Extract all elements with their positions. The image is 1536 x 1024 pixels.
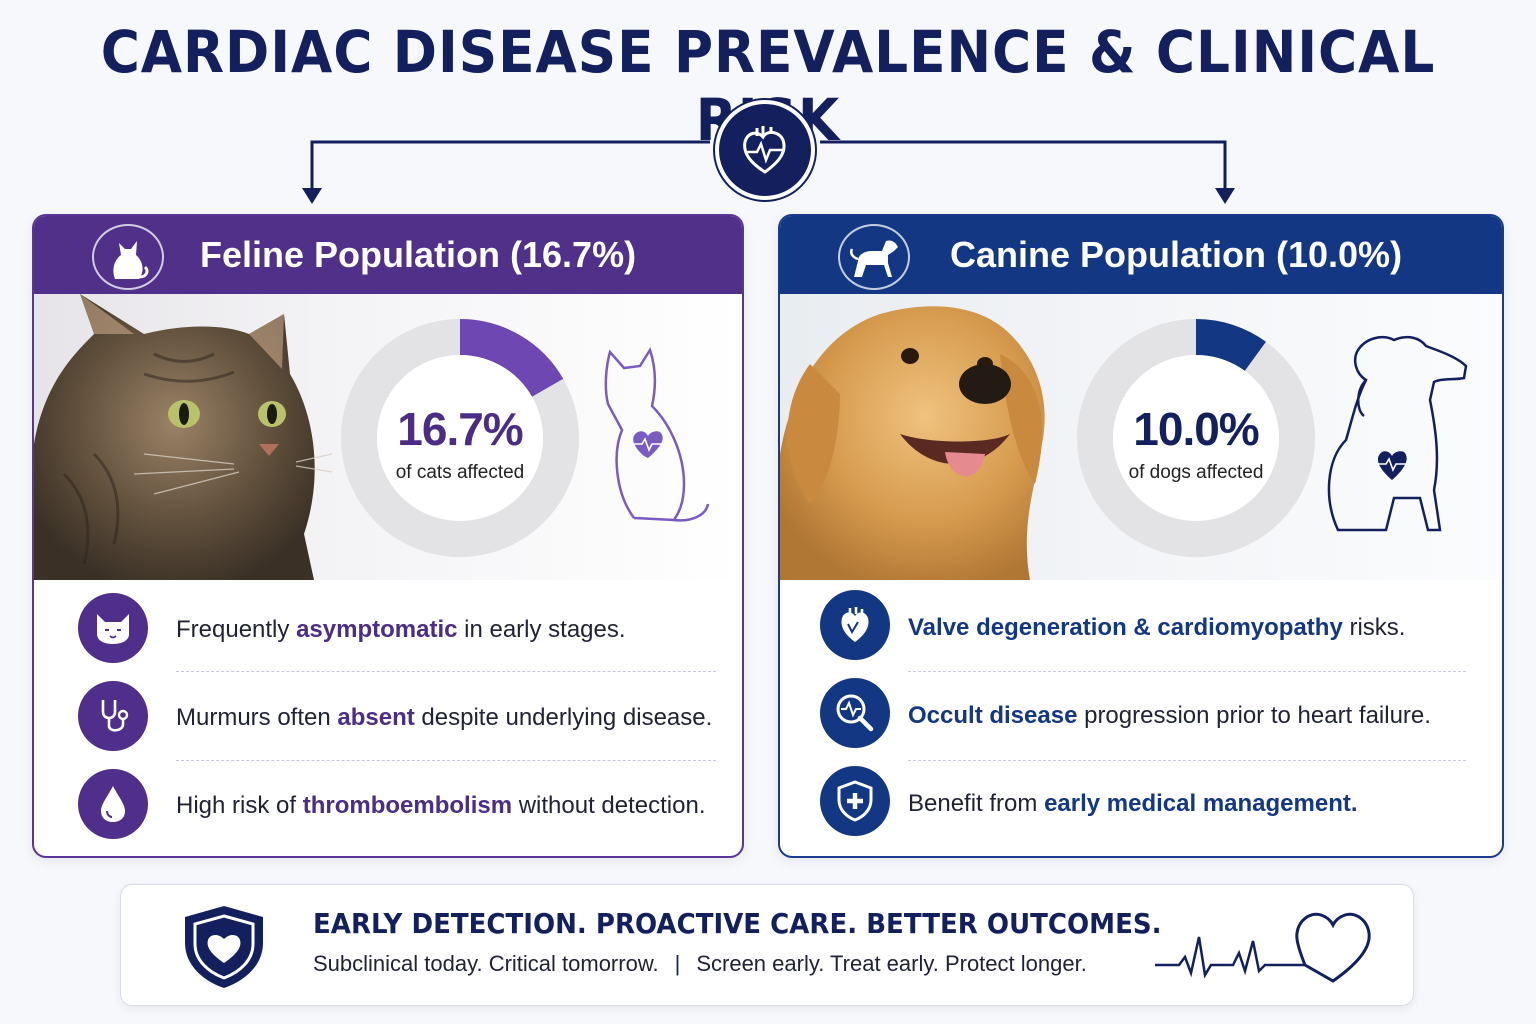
list-item: Frequently asymptomatic in early stages. [34,584,742,672]
page-title: CARDIAC DISEASE PREVALENCE & CLINICAL RI… [100,18,1436,154]
feline-donut-arc [341,319,579,557]
canine-heading: Canine Population (10.0%) [950,234,1403,275]
stethoscope-icon [78,681,148,751]
canine-photo-area: 10.0% of dogs affected [780,294,1502,580]
feline-donut-chart [341,319,579,557]
feline-percent: 16.7% [397,403,523,455]
list-item: Occult disease progression prior to hear… [780,672,1502,760]
list-item: High risk of thromboembolism without det… [34,760,742,848]
banner-subline: Subclinical today. Critical tomorrow. | Sc… [313,951,1087,976]
canine-caption: of dogs affected [1128,462,1264,483]
canine-panel: Canine Population (10.0%) [778,214,1504,858]
canine-percent: 10.0% [1133,403,1259,455]
divider [176,671,716,672]
bottom-banner: EARLY DETECTION. PROACTIVE CARE. BETTER … [120,884,1414,1006]
magnifier-ecg-icon [820,678,890,748]
blood-drop-icon [78,769,148,839]
ecg-heart-icon [1155,912,1371,983]
feline-heading: Feline Population (16.7%) [200,234,637,275]
dog-outline-icon [1327,335,1468,532]
feline-panel: Feline Population (16.7%) [32,214,744,858]
feline-header: Feline Population (16.7%) [34,216,742,294]
divider [908,671,1466,672]
feline-caption: of cats affected [395,462,525,483]
dog-photo [780,306,1045,580]
divider [176,760,716,761]
list-item: Valve degeneration & cardiomyopathy risk… [780,584,1502,672]
canine-header: Canine Population (10.0%) [780,216,1502,294]
divider [908,760,1466,761]
feline-photo-area: 16.7% of cats affected [34,294,742,580]
canine-donut-chart [1077,319,1315,557]
list-item: Murmurs often absent despite underlying … [34,672,742,760]
cat-face-icon [78,593,148,663]
cat-outline-icon [604,347,710,522]
dog-icon [838,224,910,290]
list-item: Benefit from early medical management. [780,760,1502,848]
shield-cross-icon [820,766,890,836]
banner-headline: EARLY DETECTION. PROACTIVE CARE. BETTER … [313,907,1162,940]
shield-heart-icon [185,906,263,988]
canine-donut-arc [1077,319,1315,557]
heart-organ-icon [820,590,890,660]
heart-ecg-icon [715,100,815,200]
cat-icon [92,224,164,290]
cat-photo [34,294,333,580]
